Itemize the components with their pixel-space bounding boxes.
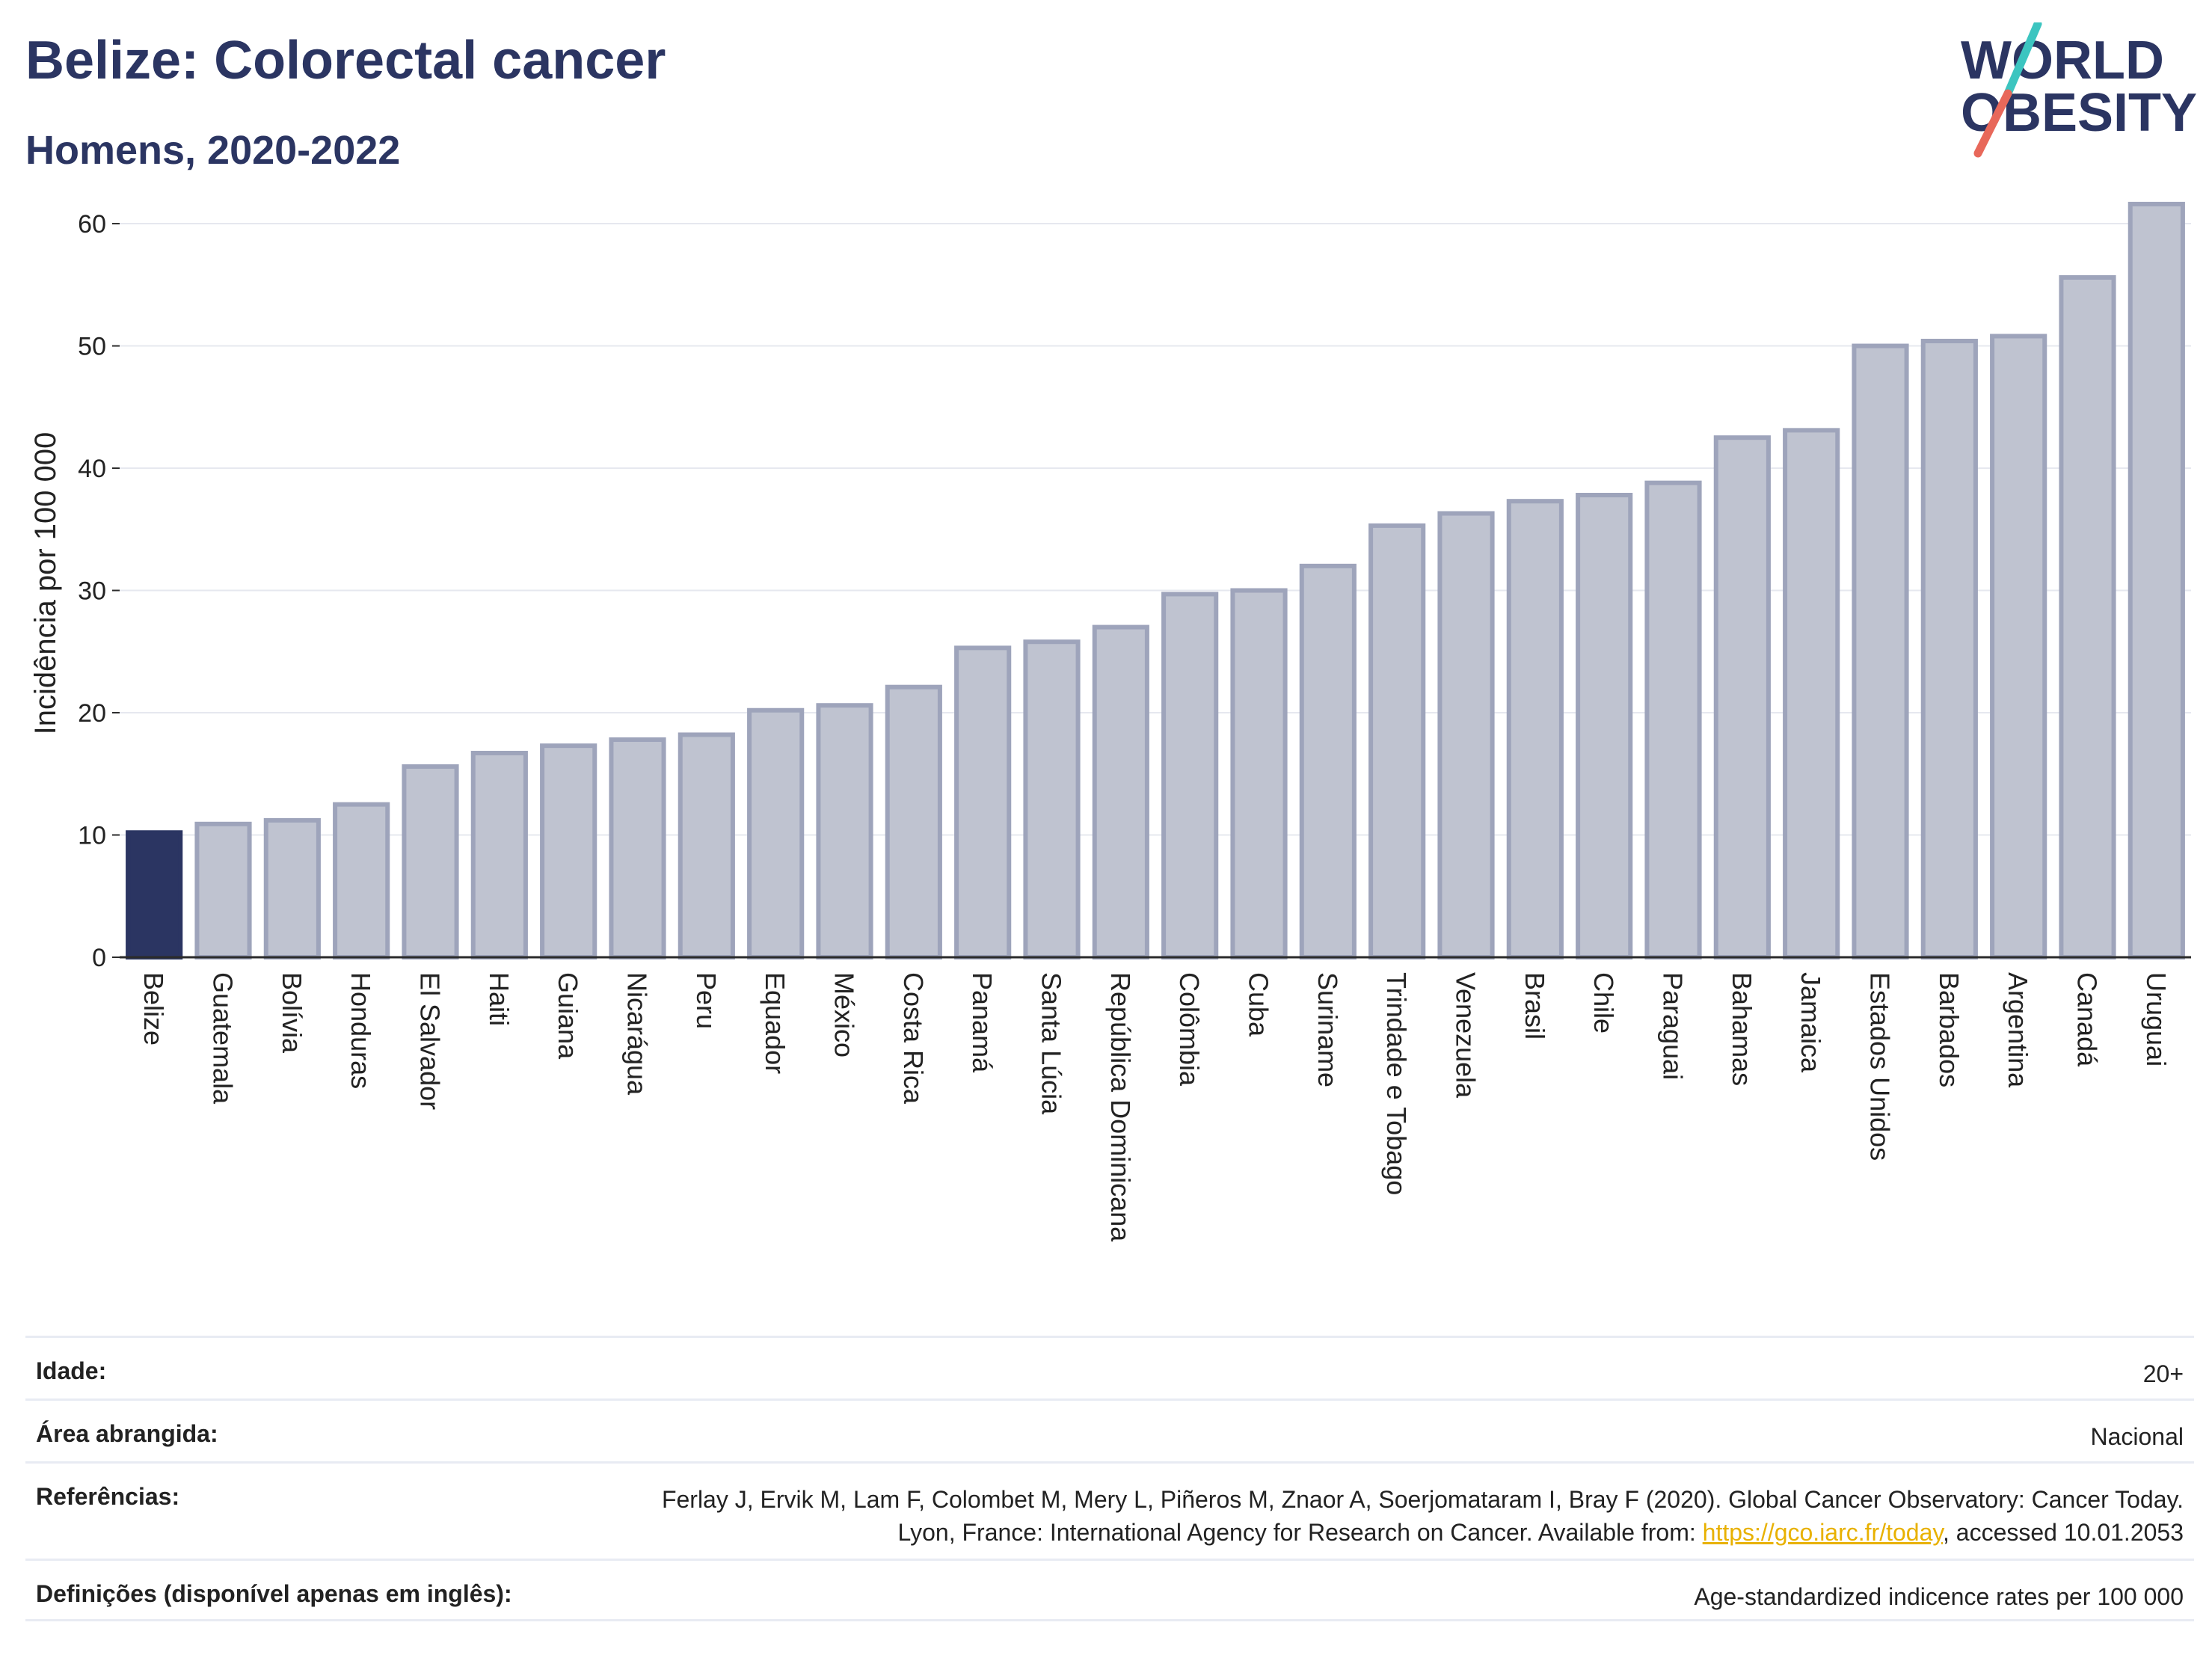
- references-link[interactable]: https://gco.iarc.fr/today: [1702, 1519, 1943, 1546]
- x-tick-label: Haiti: [484, 972, 514, 1026]
- meta-references-value: Ferlay J, Ervik M, Lam F, Colombet M, Me…: [628, 1483, 2184, 1549]
- bar-chile: [1576, 493, 1633, 959]
- logo-slash-bottom: [1973, 89, 2012, 158]
- meta-row-definitions: Definições (disponível apenas em inglês)…: [25, 1559, 2194, 1621]
- x-tick-label: Brasil: [1520, 972, 1550, 1040]
- bar-brasil: [1506, 499, 1564, 959]
- x-tick-label: Belize: [138, 972, 169, 1045]
- references-accessed: , accessed 10.01.2053: [1942, 1519, 2184, 1546]
- x-tick-label: México: [829, 972, 860, 1057]
- x-tick-label: Bolívia: [277, 972, 307, 1054]
- bars: [126, 201, 2185, 960]
- meta-definitions-value: Age-standardized indicence rates per 100…: [1694, 1583, 2184, 1610]
- references-text: Ferlay J, Ervik M, Lam F, Colombet M, Me…: [661, 1486, 2184, 1546]
- bar-canadá: [2059, 274, 2116, 959]
- y-tick-label: 30: [78, 577, 106, 606]
- bar-honduras: [333, 802, 390, 959]
- meta-area-label: Área abrangida:: [36, 1420, 218, 1447]
- x-tick-label: Barbados: [1934, 972, 1964, 1087]
- bar-chart: 0 10 20 30 40 50 60 Belize Guatemala Bolívia Hond…: [29, 201, 2191, 1242]
- chart-title: Belize: Colorectal cancer: [25, 31, 666, 90]
- bar-guatemala: [194, 821, 252, 960]
- bar-belize: [126, 830, 183, 959]
- meta-row-age: Idade: 20+: [25, 1336, 2194, 1398]
- bar-trindade-e-tobago: [1368, 523, 1426, 959]
- x-tick-label: Cuba: [1244, 972, 1274, 1037]
- x-tick-label: Canadá: [2072, 972, 2103, 1067]
- meta-row-references: Referências: Ferlay J, Ervik M, Lam F, C…: [25, 1461, 2194, 1559]
- meta-age-label: Idade:: [36, 1357, 107, 1384]
- x-tick-label: Argentina: [2003, 972, 2033, 1088]
- meta-age-value: 20+: [2142, 1360, 2184, 1387]
- x-tick-label: Honduras: [345, 972, 376, 1089]
- x-tick-label: Santa Lúcia: [1036, 972, 1067, 1115]
- bar-guiana: [540, 743, 597, 960]
- bar-nicarágua: [609, 737, 666, 959]
- logo-slash-top: [2003, 22, 2042, 98]
- bar-suriname: [1299, 563, 1357, 959]
- bar-panamá: [954, 645, 1012, 959]
- y-tick-label: 40: [78, 455, 106, 483]
- meta-area-value: Nacional: [2090, 1423, 2184, 1450]
- x-tick-label: Venezuela: [1451, 972, 1481, 1099]
- bar-equador: [747, 707, 805, 959]
- x-tick-label: Nicarágua: [622, 972, 653, 1096]
- chart-subtitle: Homens, 2020-2022: [25, 128, 401, 173]
- bar-venezuela: [1437, 511, 1495, 959]
- bar-estados-unidos: [1852, 343, 1909, 959]
- y-axis-ticks: 0 10 20 30 40 50 60: [78, 210, 120, 972]
- x-tick-label: Suriname: [1312, 972, 1343, 1087]
- x-tick-label: Uruguai: [2141, 972, 2172, 1066]
- world-obesity-logo: WORLD OBESITY: [1961, 22, 2197, 158]
- x-tick-label: Peru: [691, 972, 722, 1029]
- y-tick-label: 50: [78, 333, 106, 361]
- bar-república-dominicana: [1092, 624, 1149, 959]
- bar-costa-rica: [885, 684, 942, 960]
- y-tick-label: 20: [78, 699, 106, 728]
- x-axis-ticks: Belize Guatemala Bolívia Honduras El Salvado…: [138, 972, 2172, 1242]
- y-tick-label: 60: [78, 210, 106, 239]
- x-tick-label: Bahamas: [1727, 972, 1757, 1086]
- bar-haiti: [470, 750, 528, 959]
- bar-uruguai: [2127, 201, 2185, 959]
- x-tick-label: Guatemala: [208, 972, 239, 1105]
- logo-word-world: WORLD: [1961, 31, 2164, 90]
- x-tick-label: Guiana: [553, 972, 583, 1060]
- x-tick-label: Chile: [1588, 972, 1619, 1034]
- meta-row-area: Área abrangida: Nacional: [25, 1398, 2194, 1461]
- meta-definitions-label: Definições (disponível apenas em inglês)…: [36, 1580, 512, 1607]
- x-tick-label: Estados Unidos: [1865, 972, 1896, 1161]
- bar-paraguai: [1644, 480, 1702, 959]
- y-tick-label: 0: [92, 944, 106, 972]
- y-tick-label: 10: [78, 822, 106, 850]
- bar-bolívia: [263, 817, 321, 960]
- meta-references-label: Referências:: [36, 1483, 180, 1510]
- x-tick-label: República Dominicana: [1105, 972, 1136, 1242]
- bar-méxico: [816, 703, 873, 959]
- x-tick-label: Costa Rica: [898, 972, 929, 1105]
- x-tick-label: Equador: [760, 972, 790, 1074]
- bar-santa-lúcia: [1023, 639, 1081, 959]
- grid-lines: [120, 223, 2191, 836]
- bar-barbados: [1920, 339, 1978, 959]
- bar-peru: [678, 732, 735, 959]
- metadata-table: Idade: 20+ Área abrangida: Nacional Refe…: [25, 1336, 2194, 1621]
- x-tick-label: El Salvador: [415, 972, 446, 1110]
- bar-jamaica: [1783, 428, 1840, 959]
- bar-el-salvador: [402, 764, 459, 960]
- bar-cuba: [1230, 588, 1288, 959]
- x-tick-label: Panamá: [967, 972, 998, 1073]
- y-axis-label: Incidência por 100 000: [29, 432, 62, 735]
- x-tick-label: Trindade e Tobago: [1381, 972, 1412, 1195]
- bar-colômbia: [1161, 592, 1219, 960]
- x-tick-label: Paraguai: [1658, 972, 1689, 1080]
- x-tick-label: Colômbia: [1174, 972, 1205, 1087]
- bar-argentina: [1990, 334, 2047, 959]
- bar-bahamas: [1713, 435, 1771, 959]
- x-tick-label: Jamaica: [1795, 972, 1826, 1073]
